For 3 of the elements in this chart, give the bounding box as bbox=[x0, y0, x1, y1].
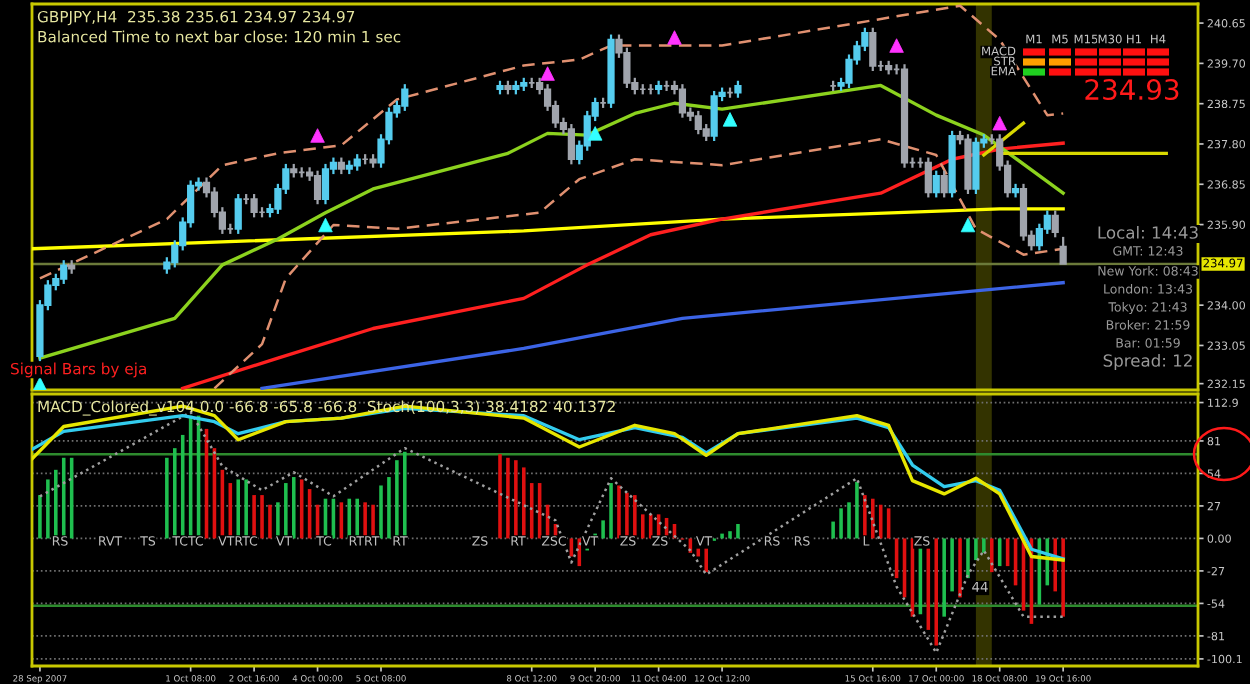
annotation: 234.93 bbox=[1085, 79, 1179, 101]
annotation: Local: 14:43 bbox=[1098, 225, 1198, 239]
annotation: Spread: 12 bbox=[1103, 353, 1192, 371]
